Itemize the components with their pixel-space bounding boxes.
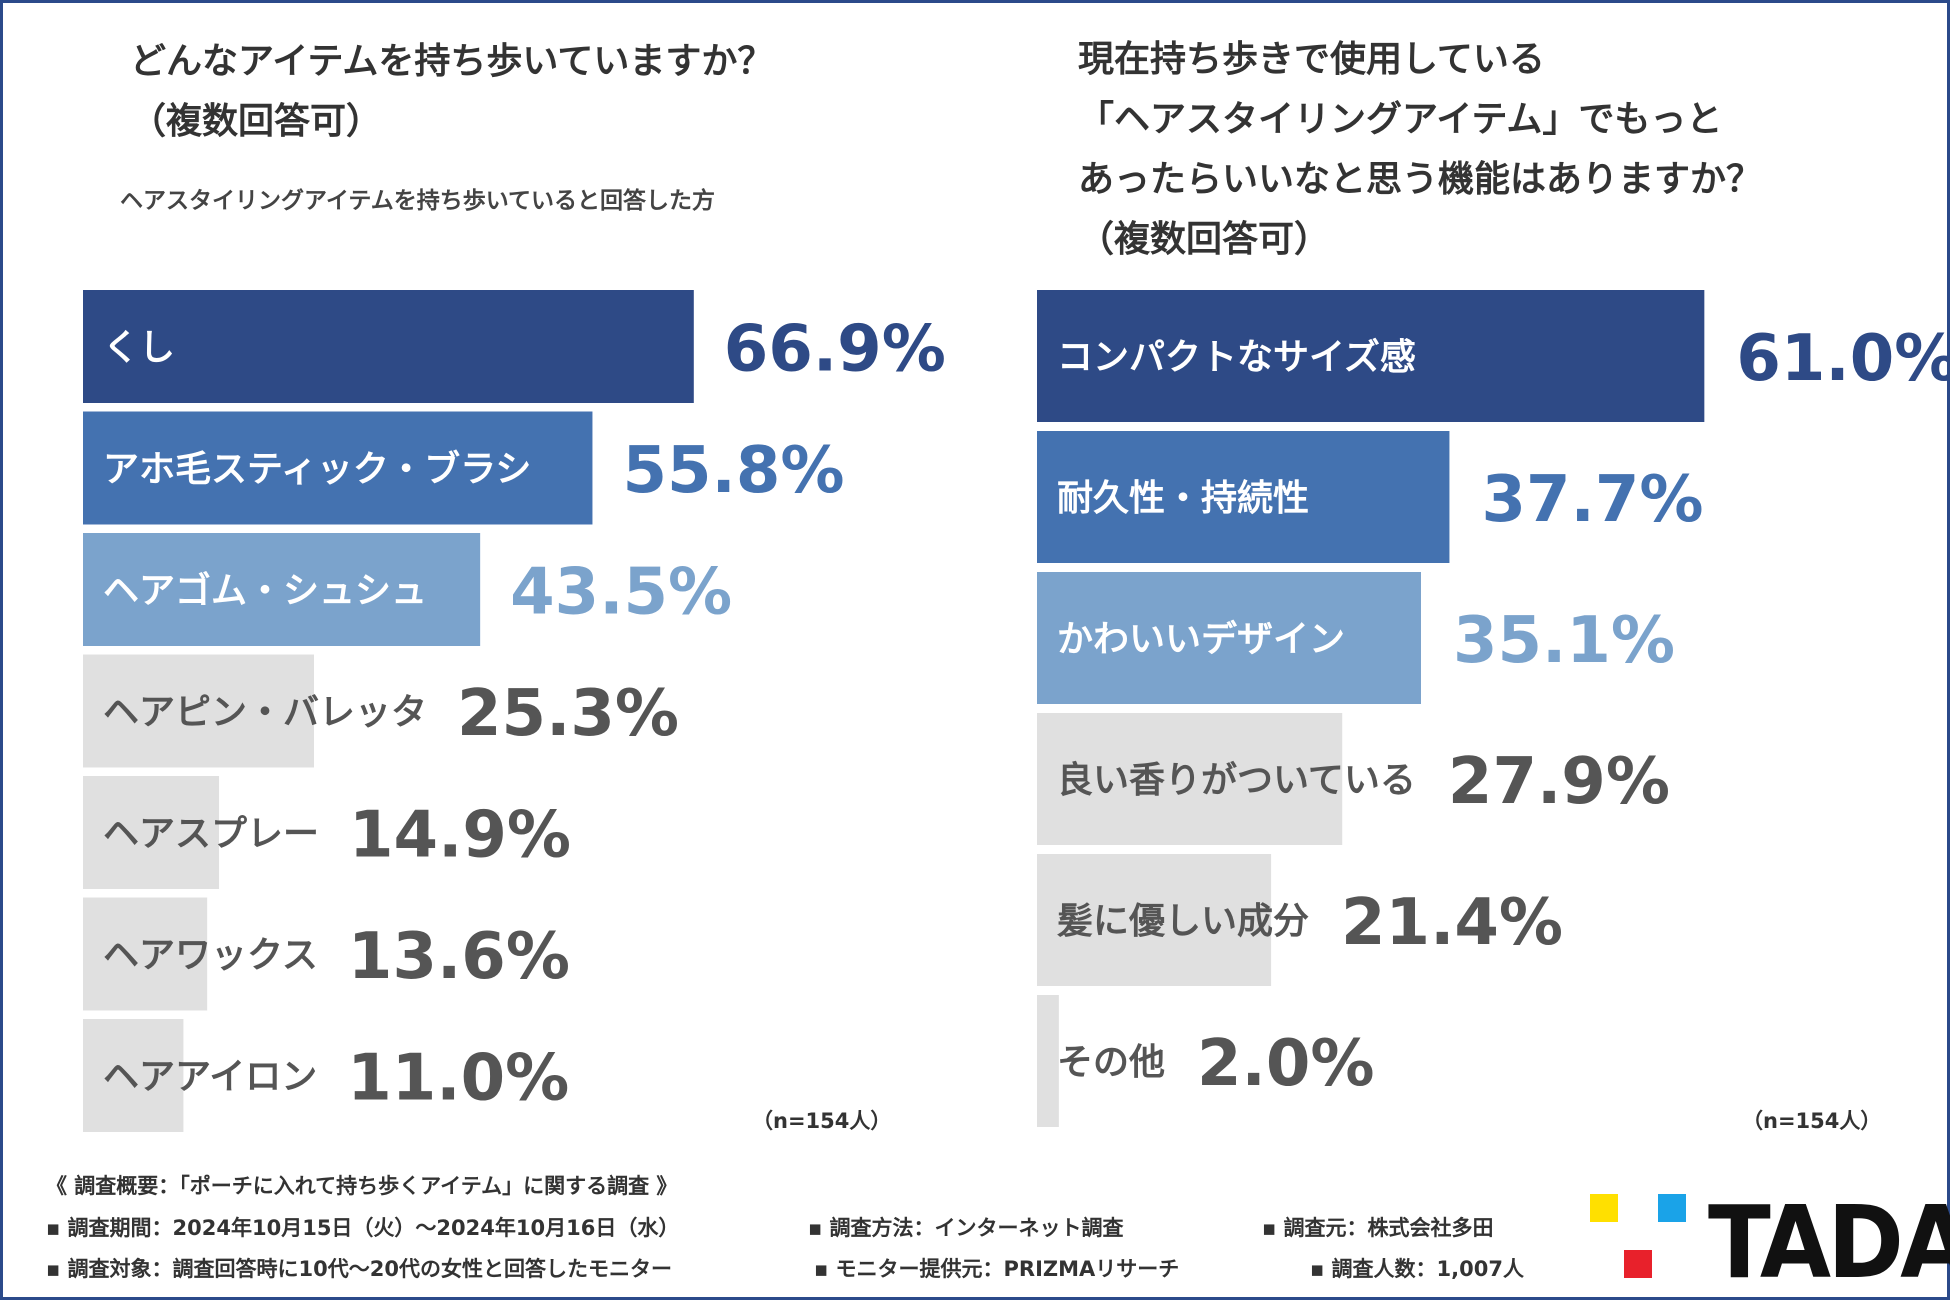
value-label: 25.3% [457,677,679,751]
left-sample-size: （n=154人） [752,1109,892,1133]
bar [1037,854,1272,986]
value-label: 21.4% [1341,886,1563,960]
category-label: その他 [1057,1042,1165,1083]
category-label: ヘアゴム・シュシュ [103,570,427,612]
bar [83,654,314,768]
category-label: ヘアワックス [103,935,318,976]
value-label: 37.7% [1481,463,1703,537]
bar [83,897,208,1011]
category-label: ヘアピン・バレッタ [103,692,427,733]
bar [1037,290,1705,422]
right-chart-title-line: 「ヘアスタイリングアイテム」でもっと [1078,99,1723,140]
right-chart-title-line: あったらいいなと思う機能はありますか？ [1078,159,1763,200]
value-label: 61.0% [1736,322,1950,396]
bar [83,1019,184,1132]
category-label: くし [103,328,175,369]
bar [1037,572,1421,704]
survey-method: ▪ 調査方法：インターネット調査 [808,1216,1124,1240]
bar [83,776,220,889]
tada-logo: TADA [1588,1184,1950,1301]
value-label: 35.1% [1453,604,1675,678]
tada-logo-icon [1624,1250,1652,1278]
left-chart-title-line: （複数回答可） [130,101,383,142]
category-label: アホ毛スティック・ブラシ [103,448,531,490]
category-label: ヘアスプレー [103,814,319,855]
bar [83,533,481,646]
survey-period: ▪ 調査期間：2024年10月15日（火）～2024年10月16日（水） [46,1216,680,1240]
left-bar-chart: くし 66.9% アホ毛スティック・ブラシ 55.8% ヘアゴム・シュシュ 43.5% ヘア… [83,290,946,1132]
value-label: 27.9% [1448,745,1670,819]
value-label: 43.5% [510,556,732,630]
tada-logo-icon [1658,1194,1686,1222]
bar [1037,713,1343,845]
left-chart-title: どんなアイテムを持ち歩いていますか？ （複数回答可） [130,32,773,152]
survey-source: ▪ 調査元：株式会社多田 [1262,1216,1494,1240]
category-label: かわいいデザイン [1057,618,1345,660]
tada-logo-text: TADA [1708,1184,1950,1301]
right-chart-title-line: 現在持ち歩きで使用している [1078,39,1545,80]
value-label: 66.9% [724,313,946,387]
survey-target: ▪ 調査対象：調査回答時に10代～20代の女性と回答したモニター [46,1257,672,1281]
category-label: 良い香りがついている [1057,760,1416,801]
monitor-provider: ▪ モニター提供元：PRIZMAリサーチ [814,1257,1180,1281]
survey-count: ▪ 調査人数：1,007人 [1310,1257,1524,1281]
category-label: 髪に優しい成分 [1057,901,1309,942]
category-label: コンパクトなサイズ感 [1057,336,1416,378]
bar [83,290,694,403]
right-chart-title: 現在持ち歩きで使用している 「ヘアスタイリングアイテム」でもっと あったらいいな… [1078,30,1762,270]
value-label: 55.8% [622,434,844,508]
value-label: 13.6% [348,920,570,994]
left-chart-title-line: どんなアイテムを持ち歩いていますか？ [130,41,774,82]
bar [1037,995,1059,1127]
category-label: 耐久性・持続性 [1057,478,1309,519]
value-label: 14.9% [349,799,571,873]
category-label: ヘアアイロン [103,1057,317,1098]
tada-logo-icon [1590,1194,1618,1222]
bar [83,411,593,525]
value-label: 11.0% [347,1042,569,1116]
right-chart-title-line: （複数回答可） [1078,219,1331,260]
bar [1037,431,1450,563]
survey-summary: 《 調査概要：「ポーチに入れて持ち歩くアイテム」に関する調査 》 [46,1174,678,1198]
right-sample-size: （n=154人） [1742,1109,1882,1133]
value-label: 2.0% [1197,1027,1375,1101]
right-bar-chart: コンパクトなサイズ感 61.0% 耐久性・持続性 37.7% かわいいデザイン 35.1%… [1037,290,1950,1127]
left-chart-subtitle: ヘアスタイリングアイテムを持ち歩いていると回答した方 [120,188,716,214]
